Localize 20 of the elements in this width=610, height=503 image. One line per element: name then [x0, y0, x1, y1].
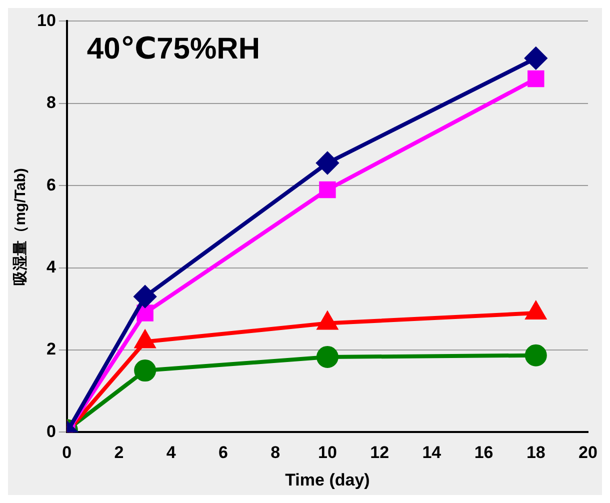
x-tick-label: 6 — [218, 443, 228, 462]
x-tick-label: 8 — [270, 443, 280, 462]
y-tick-label: 10 — [36, 10, 56, 30]
x-tick-label: 16 — [474, 443, 494, 462]
x-tick-label: 10 — [318, 443, 337, 462]
x-axis-title: Time (day) — [285, 470, 370, 490]
x-tick-label: 12 — [370, 443, 390, 462]
x-tick-label: 18 — [526, 443, 546, 462]
x-tick-label: 20 — [578, 443, 598, 462]
y-tick-label: 8 — [46, 93, 56, 112]
y-axis-title: 吸湿量（mg/Tab) — [12, 168, 30, 286]
x-tick-label: 14 — [422, 443, 442, 462]
y-tick-label: 2 — [46, 340, 56, 359]
x-tick-label: 2 — [114, 443, 124, 462]
y-tick-label: 4 — [46, 257, 56, 276]
annotation: 40℃75%RH — [86, 32, 260, 66]
x-tick-label: 4 — [166, 443, 176, 462]
y-tick-label: 0 — [46, 422, 56, 441]
y-tick-label: 6 — [46, 175, 56, 194]
x-tick-label: 0 — [62, 443, 72, 462]
